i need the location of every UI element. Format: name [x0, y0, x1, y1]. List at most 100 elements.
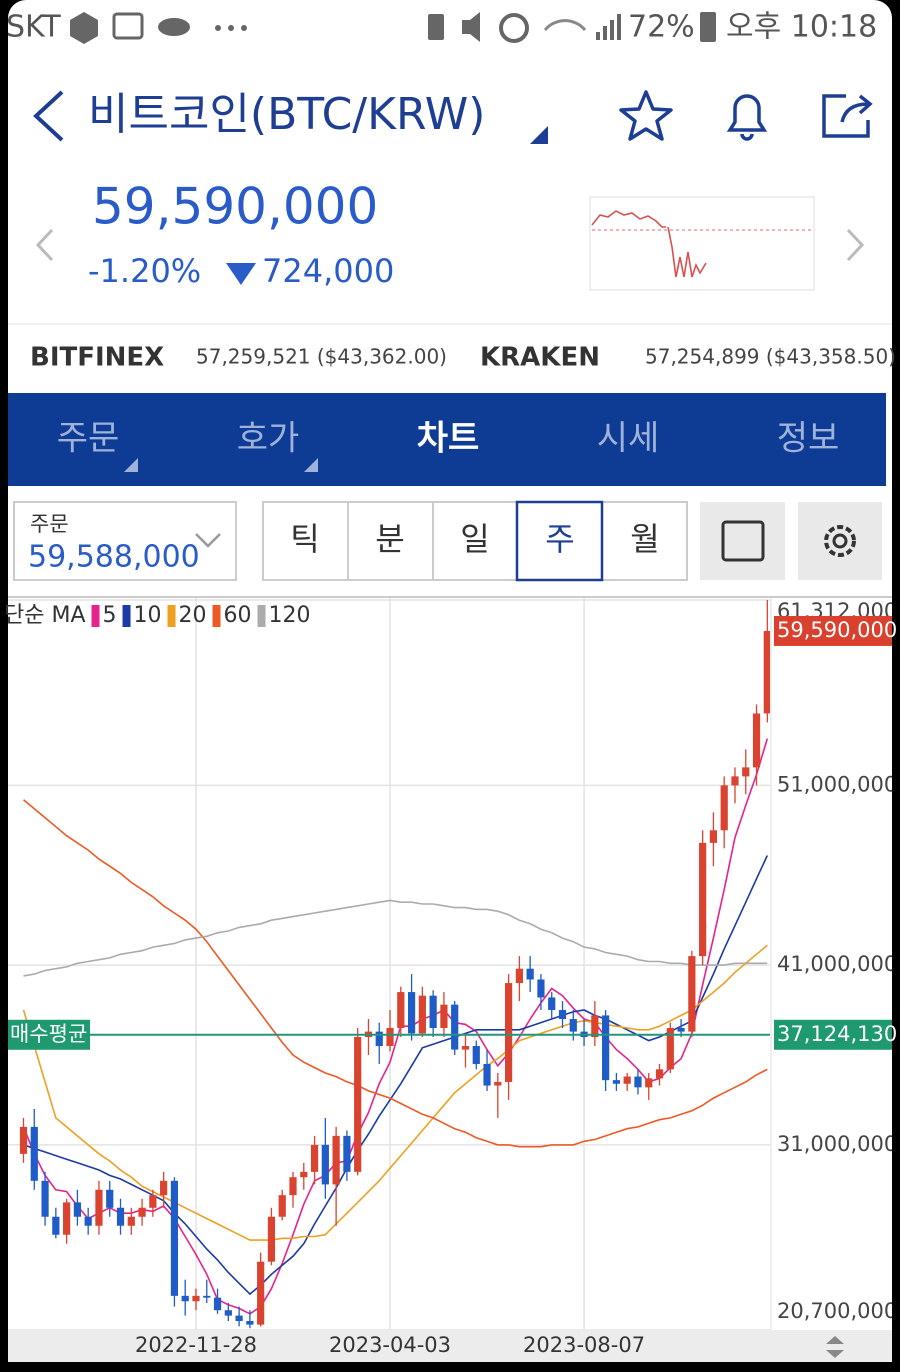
period-button[interactable]: 주 — [545, 520, 574, 558]
layout-button[interactable] — [700, 502, 785, 580]
candle-body — [30, 1126, 38, 1181]
clock: 오후 10:18 — [726, 10, 877, 45]
tab-indicator — [124, 458, 138, 472]
candle-body — [655, 1069, 664, 1079]
screen-bg — [8, 0, 892, 1362]
period-button[interactable]: 월 — [630, 520, 659, 558]
back-button[interactable] — [33, 90, 64, 142]
candle-body — [731, 776, 739, 786]
title-dropdown[interactable] — [530, 126, 548, 144]
next-button[interactable] — [846, 228, 865, 262]
alarm-button[interactable] — [726, 94, 768, 141]
carrier: SKT — [6, 10, 61, 45]
candle-body — [558, 1010, 567, 1020]
tab[interactable]: 정보 — [777, 419, 840, 459]
period-frame — [262, 501, 688, 581]
legend-swatch — [91, 605, 100, 627]
candle-body — [440, 1004, 448, 1029]
tab[interactable]: 주문 — [57, 419, 120, 459]
candle-body — [591, 1015, 599, 1038]
candle-body — [106, 1189, 114, 1208]
legend-label: 5 — [103, 603, 117, 628]
candle-body — [235, 1315, 243, 1322]
period-button[interactable]: 틱 — [290, 520, 319, 558]
candle-body — [41, 1180, 49, 1217]
prev-button[interactable] — [35, 228, 54, 262]
candle-body — [472, 1045, 480, 1064]
price-tag — [774, 615, 892, 646]
candle-body — [505, 983, 513, 1082]
tab-active[interactable]: 차트 — [417, 419, 480, 459]
candle-body — [181, 1295, 189, 1302]
legend-label: 60 — [224, 603, 252, 628]
avg-buy-value-tag — [774, 1019, 892, 1050]
candle-body — [677, 1028, 685, 1032]
candle-body — [451, 1004, 459, 1050]
period-group — [262, 500, 688, 582]
candle-body — [73, 1202, 81, 1217]
zoom-handle[interactable] — [826, 1336, 844, 1358]
candle-body — [515, 968, 523, 984]
period-button[interactable]: 일 — [460, 520, 489, 558]
order-dropdown[interactable] — [195, 533, 221, 548]
x-axis-strip — [8, 1330, 892, 1362]
candle-body — [138, 1207, 146, 1217]
period-button[interactable]: 분 — [375, 520, 404, 558]
settings-icon-core — [832, 533, 848, 549]
candle-body — [127, 1216, 135, 1226]
order-box[interactable] — [13, 501, 237, 581]
tab-indicator — [304, 458, 318, 472]
change-amount: 724,000 — [262, 252, 394, 290]
page-title[interactable]: 비트코인(BTC/KRW) — [88, 89, 485, 140]
candle-body — [95, 1189, 103, 1226]
candle-body — [623, 1076, 631, 1084]
ma-line — [22, 738, 769, 1315]
legend-swatch — [212, 605, 221, 627]
avg-buy-tag — [8, 1019, 90, 1050]
candle-body — [407, 992, 416, 1034]
candle-body — [386, 1028, 394, 1046]
candle-body — [343, 1135, 351, 1172]
exchange-price: 57,259,521 ($43,362.00) — [196, 345, 447, 369]
current-price: 59,590,000 — [92, 178, 378, 236]
legend-swatch — [257, 605, 266, 627]
candle-body — [429, 995, 437, 1029]
candle-body — [289, 1177, 297, 1196]
candle-body — [461, 1045, 470, 1050]
ma-line — [23, 855, 769, 1296]
tab[interactable]: 호가 — [237, 419, 300, 459]
mini-chart-line — [591, 210, 707, 278]
candle-body — [19, 1126, 28, 1154]
legend-label: 10 — [134, 603, 162, 628]
period-selected — [515, 500, 604, 582]
settings-button[interactable] — [798, 502, 882, 580]
mini-chart — [589, 196, 815, 291]
legend-label: 20 — [179, 603, 207, 628]
legend-swatch — [167, 605, 176, 627]
legend-title: 단순 MA — [4, 603, 86, 628]
avg-buy-value: 37,124,130 — [777, 1022, 897, 1046]
candle-body — [548, 997, 556, 1011]
favorite-button[interactable] — [619, 90, 673, 141]
candle-body — [709, 830, 718, 843]
candle-body — [720, 785, 728, 831]
candle-body — [688, 956, 696, 1032]
share-button[interactable] — [822, 94, 873, 138]
layout-icon — [721, 520, 765, 562]
candle-body — [84, 1216, 92, 1226]
ma-line — [22, 799, 768, 1148]
candle-body — [116, 1207, 125, 1226]
avg-buy-label: 매수평균 — [10, 1022, 87, 1046]
tab[interactable]: 시세 — [597, 419, 660, 459]
candle-body — [699, 842, 707, 957]
candle-body — [602, 1015, 610, 1081]
candle-body — [246, 1321, 254, 1325]
candle-body — [332, 1135, 340, 1185]
candle-body — [418, 995, 426, 1034]
candle-body — [63, 1202, 71, 1235]
status-icons — [70, 12, 716, 44]
exchange-name: BITFINEX — [30, 343, 164, 373]
candle-body — [375, 1031, 383, 1046]
x-tick-label: 2023-08-07 — [523, 1333, 645, 1357]
ma-line — [23, 899, 768, 977]
